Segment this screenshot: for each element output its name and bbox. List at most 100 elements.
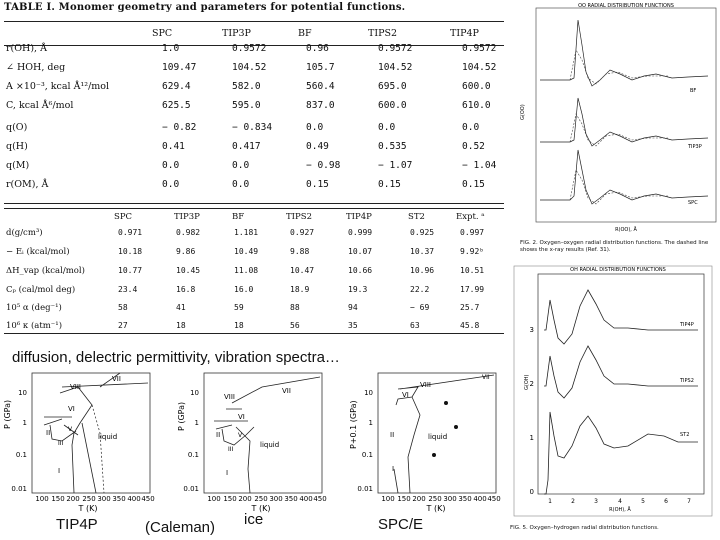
table2-cell: 10.07 bbox=[348, 247, 373, 256]
svg-text:G(OO): G(OO) bbox=[520, 104, 526, 120]
table1-cell: 0.0 bbox=[162, 160, 180, 171]
table2-cell: 10.96 bbox=[410, 266, 435, 275]
svg-text:3: 3 bbox=[530, 326, 534, 334]
svg-text:7: 7 bbox=[687, 498, 691, 505]
table1-cell: 0.0 bbox=[462, 122, 480, 133]
svg-text:G(OH): G(OH) bbox=[524, 374, 530, 390]
svg-text:200: 200 bbox=[238, 495, 251, 503]
table2-col-header: SPC bbox=[114, 212, 133, 222]
table1-cell: 625.5 bbox=[162, 100, 191, 111]
table1-cell: 0.417 bbox=[232, 141, 261, 152]
table2-cell: 10.51 bbox=[460, 266, 485, 275]
table1-cell: 0.15 bbox=[378, 179, 401, 190]
svg-text:0.1: 0.1 bbox=[188, 451, 199, 459]
svg-text:R(OO), Å: R(OO), Å bbox=[615, 226, 637, 233]
table2-col-header: BF bbox=[232, 212, 245, 222]
table1-cell: 109.47 bbox=[162, 62, 197, 73]
table2-cell: 27 bbox=[118, 321, 128, 330]
table1-title: TABLE I. Monomer geometry and parameters… bbox=[4, 2, 406, 13]
rdf-oo-title: OO RADIAL DISTRIBUTION FUNCTIONS bbox=[578, 3, 674, 9]
table1-cell: 595.0 bbox=[232, 100, 261, 111]
svg-text:250: 250 bbox=[254, 495, 267, 503]
table1-cell: 0.9572 bbox=[462, 43, 497, 54]
svg-text:I: I bbox=[392, 465, 394, 473]
table2-cell: 23.4 bbox=[118, 285, 138, 294]
table1-col-header: BF bbox=[298, 28, 312, 39]
rdf-oo-figure: OO RADIAL DISTRIBUTION FUNCTIONS G(OO) R… bbox=[508, 0, 720, 255]
svg-text:1: 1 bbox=[23, 419, 27, 427]
phase-diagram-tip4p: P (GPa) 10 1 0.1 0.01 100 150 200 250 30… bbox=[3, 372, 155, 513]
table1-cell: 0.52 bbox=[462, 141, 485, 152]
table2-cell: 10.45 bbox=[176, 266, 201, 275]
svg-text:0.01: 0.01 bbox=[357, 485, 373, 493]
svg-text:VI: VI bbox=[68, 405, 75, 413]
table2-col-header: TIP3P bbox=[174, 212, 200, 222]
svg-text:400: 400 bbox=[473, 495, 486, 503]
svg-text:II: II bbox=[216, 431, 220, 439]
table1-col-header: TIP3P bbox=[222, 28, 251, 39]
svg-text:450: 450 bbox=[487, 495, 500, 503]
table2-cell: 10.66 bbox=[348, 266, 373, 275]
caption-ice: ice bbox=[244, 511, 264, 528]
rdf-oh-title: OH RADIAL DISTRIBUTION FUNCTIONS bbox=[570, 267, 666, 273]
table2-row-label: 10⁵ α (deg⁻¹) bbox=[6, 303, 62, 313]
ylabel-left: P (GPa) bbox=[3, 400, 12, 429]
svg-text:450: 450 bbox=[141, 495, 154, 503]
table1-row-label: r(OH), Å bbox=[6, 43, 47, 54]
svg-text:2: 2 bbox=[530, 380, 534, 388]
svg-text:II: II bbox=[390, 431, 394, 439]
svg-text:6: 6 bbox=[664, 498, 668, 505]
svg-text:1: 1 bbox=[369, 419, 373, 427]
svg-text:100: 100 bbox=[35, 495, 48, 503]
svg-text:400: 400 bbox=[299, 495, 312, 503]
table1-cell: 610.0 bbox=[462, 100, 491, 111]
table2-cell: 9.88 bbox=[290, 247, 310, 256]
table1-cell: 0.41 bbox=[162, 141, 185, 152]
svg-text:VII: VII bbox=[282, 387, 291, 395]
table2-cell: 10.77 bbox=[118, 266, 143, 275]
table2-cell: 58 bbox=[118, 303, 128, 312]
table1-cell: 0.0 bbox=[232, 179, 250, 190]
svg-text:350: 350 bbox=[284, 495, 297, 503]
svg-text:3: 3 bbox=[594, 498, 598, 505]
table2-cell: 16.0 bbox=[234, 285, 254, 294]
table2-row-label: 10⁶ κ (atm⁻¹) bbox=[6, 321, 63, 331]
table1-row-label: q(M) bbox=[6, 160, 30, 171]
table1-cell: − 1.07 bbox=[378, 160, 413, 171]
svg-text:2: 2 bbox=[571, 498, 575, 505]
table2-cell: 22.2 bbox=[410, 285, 430, 294]
table2-cell: 0.925 bbox=[410, 228, 435, 237]
table1-col-header: TIPS2 bbox=[368, 28, 398, 39]
table2-cell: 0.971 bbox=[118, 228, 143, 237]
svg-text:250: 250 bbox=[82, 495, 95, 503]
rdf-oh-figure: OH RADIAL DISTRIBUTION FUNCTIONS G(OH) 3… bbox=[508, 260, 720, 525]
svg-text:T (K): T (K) bbox=[426, 504, 446, 513]
svg-text:300: 300 bbox=[97, 495, 110, 503]
table1-cell: 1.0 bbox=[162, 43, 180, 54]
table2-bottom-rule bbox=[4, 333, 504, 334]
table2-cell: 1.181 bbox=[234, 228, 259, 237]
table2-cell: 10.47 bbox=[290, 266, 315, 275]
table2-cell: 10.49 bbox=[234, 247, 259, 256]
table2-cell: 19.3 bbox=[348, 285, 368, 294]
table1-cell: 600.0 bbox=[378, 100, 407, 111]
table2-cell: 9.92ᵇ bbox=[460, 247, 485, 256]
rdf-oh-caption: FIG. 5. Oxygen–hydrogen radial distribut… bbox=[510, 525, 659, 531]
svg-text:TIP4P: TIP4P bbox=[679, 322, 694, 328]
svg-text:R(OH), Å: R(OH), Å bbox=[609, 506, 631, 513]
table1-cell: − 1.04 bbox=[462, 160, 497, 171]
svg-text:10: 10 bbox=[364, 389, 373, 397]
svg-text:1: 1 bbox=[530, 434, 534, 442]
table1-row-label: C, kcal Å⁶/mol bbox=[6, 100, 74, 111]
table2-cell: 94 bbox=[348, 303, 358, 312]
table1-cell: 0.96 bbox=[306, 43, 329, 54]
svg-text:P+0.1 (GPa): P+0.1 (GPa) bbox=[349, 400, 358, 449]
table1-cell: 560.4 bbox=[306, 81, 335, 92]
svg-text:SPC: SPC bbox=[688, 200, 698, 206]
table2-cell: 0.927 bbox=[290, 228, 315, 237]
svg-text:I: I bbox=[58, 467, 60, 475]
table2-top-rule bbox=[4, 208, 504, 209]
svg-text:III: III bbox=[228, 446, 234, 453]
svg-text:III: III bbox=[58, 440, 64, 447]
table1-cell: 600.0 bbox=[462, 81, 491, 92]
